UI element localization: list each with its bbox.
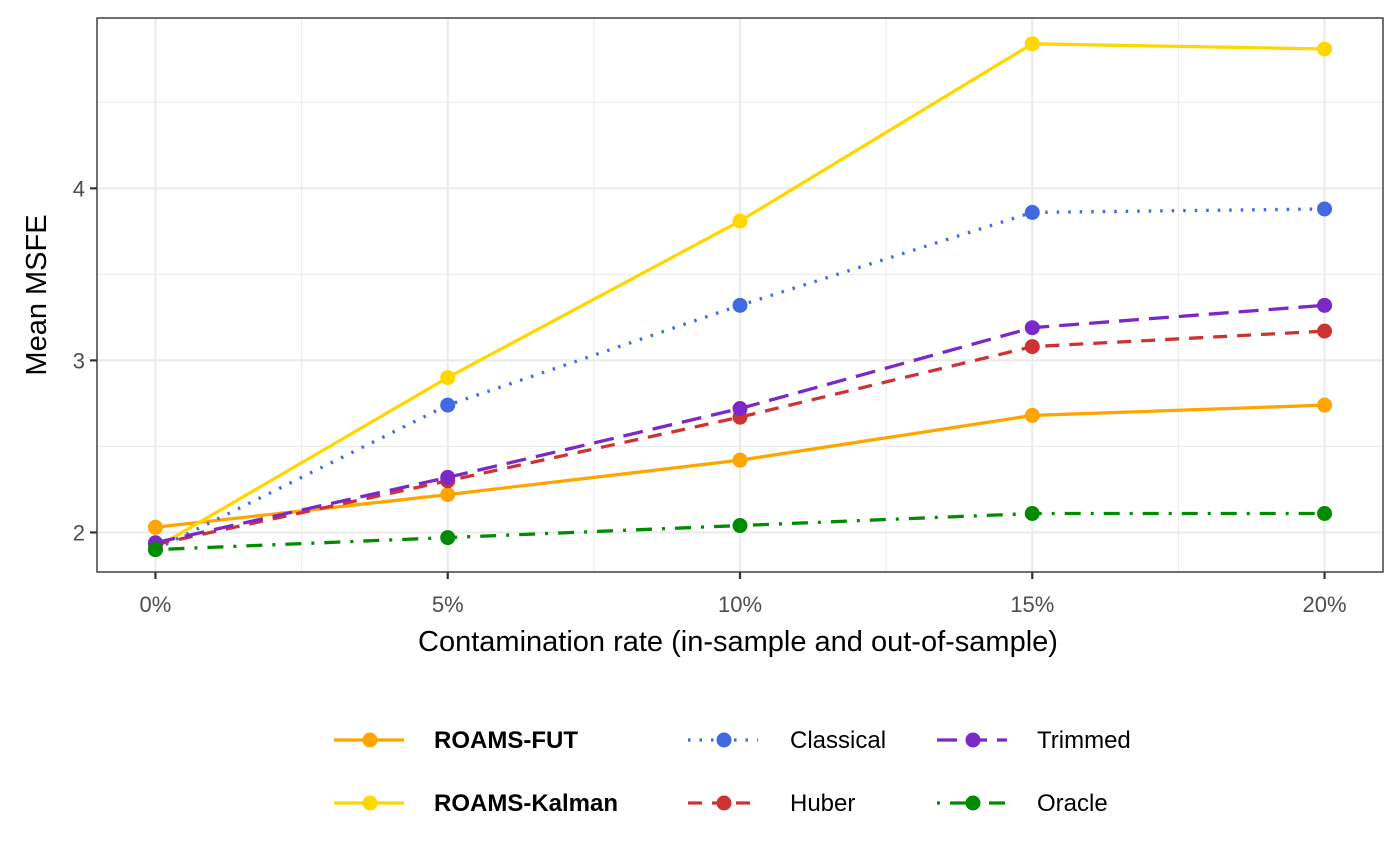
x-tick-label: 20% [1303, 592, 1347, 617]
data-point-roams-kalman [1024, 36, 1040, 52]
data-point-oracle [1024, 506, 1040, 522]
x-tick-label: 5% [432, 592, 464, 617]
data-point-trimmed [1317, 297, 1333, 313]
legend-item-trimmed: Trimmed [937, 727, 1131, 754]
data-point-huber [1024, 339, 1040, 355]
data-point-roams-fut [440, 487, 456, 503]
data-point-trimmed [1024, 320, 1040, 336]
data-point-oracle [732, 518, 748, 534]
axes: 2 3 4 0% 5% 10% 15% 20% [73, 176, 1347, 617]
data-point-roams-fut [1024, 407, 1040, 423]
legend-label: Classical [790, 727, 886, 754]
y-tick-label: 3 [73, 348, 85, 373]
data-point-classical [1317, 201, 1333, 217]
x-tick-label: 0% [140, 592, 172, 617]
data-point-huber [1317, 323, 1333, 339]
series-line-trimmed [155, 303, 1325, 545]
legend-label: Huber [790, 790, 855, 817]
legend-key-marker [716, 795, 732, 811]
data-point-roams-kalman [440, 370, 456, 386]
data-point-roams-kalman [732, 213, 748, 229]
data-point-roams-fut [1317, 397, 1333, 413]
legend-label: ROAMS-Kalman [434, 790, 618, 817]
legend-label: Trimmed [1037, 727, 1131, 754]
series-oracle [147, 506, 1333, 558]
series-roams-fut [147, 397, 1333, 535]
x-tick-label: 15% [1010, 592, 1054, 617]
legend-item-oracle: Oracle [937, 790, 1108, 817]
series-layer [147, 36, 1333, 558]
data-point-classical [732, 297, 748, 313]
data-point-roams-kalman [1317, 41, 1333, 57]
x-axis-title: Contamination rate (in-sample and out-of… [418, 626, 1058, 658]
legend-key-marker [965, 795, 981, 811]
data-point-oracle [147, 542, 163, 558]
series-line-huber [155, 329, 1325, 547]
data-point-roams-fut [732, 452, 748, 468]
legend-key-marker [716, 732, 732, 748]
legend-key-marker [362, 732, 378, 748]
legend-label: Oracle [1037, 790, 1108, 817]
legend-key-marker [965, 732, 981, 748]
y-tick-label: 2 [73, 520, 85, 545]
legend-item-roams-fut: ROAMS-FUT [334, 727, 578, 754]
y-tick-label: 4 [73, 176, 85, 201]
legend-item-roams-kalman: ROAMS-Kalman [334, 790, 618, 817]
legend: ROAMS-FUT ROAMS-Kalman Classical Huber Trimm… [334, 727, 1131, 817]
data-point-roams-fut [147, 519, 163, 535]
data-point-trimmed [440, 469, 456, 485]
legend-item-classical: Classical [688, 727, 886, 754]
legend-key-marker [362, 795, 378, 811]
legend-item-huber: Huber [688, 790, 855, 817]
data-point-oracle [440, 530, 456, 546]
data-point-trimmed [732, 401, 748, 417]
data-point-classical [1024, 204, 1040, 220]
data-point-oracle [1317, 506, 1333, 522]
legend-label: ROAMS-FUT [434, 727, 578, 754]
x-tick-label: 10% [718, 592, 762, 617]
y-axis-title: Mean MSFE [21, 214, 53, 375]
grid [97, 18, 1383, 572]
data-point-classical [440, 397, 456, 413]
